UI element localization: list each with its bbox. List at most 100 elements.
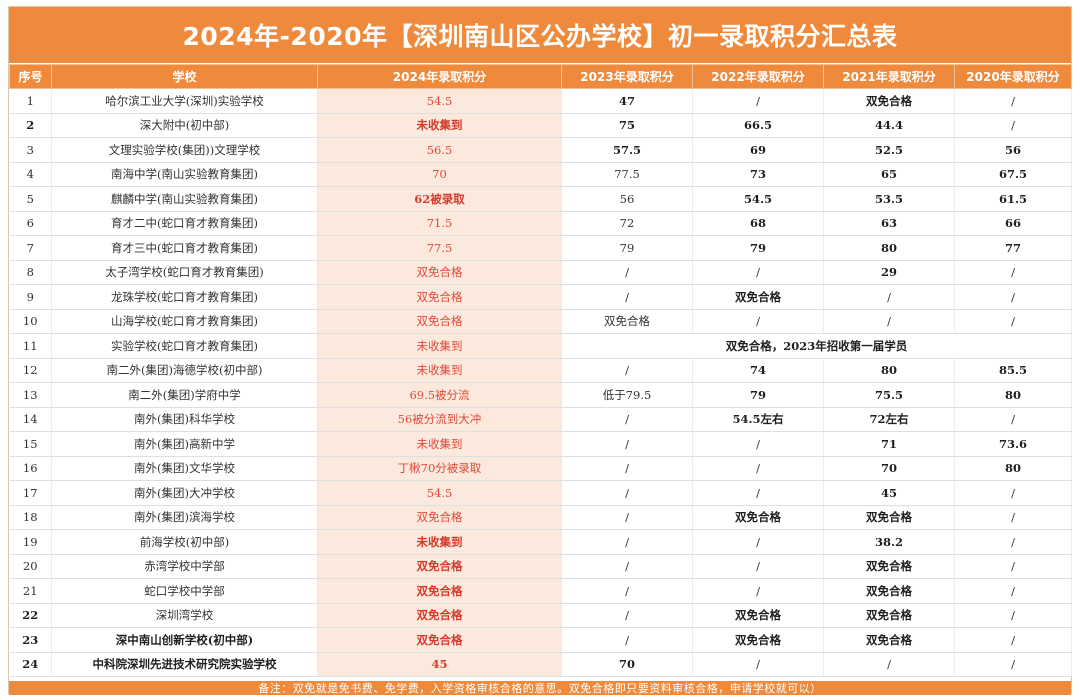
cell-school: 中科院深圳先进技术研究院实验学校 [51,652,318,677]
cell-2023: / [561,260,693,285]
cell-2022: 双免合格 [692,284,824,310]
cell-2022: 54.5左右 [692,407,824,432]
cell-school: 文理实验学校(集团))文理学校 [51,137,318,163]
cell-2022: 双免合格 [692,603,824,628]
cell-2024: 70 [317,162,562,187]
cell-2023: / [561,529,693,555]
cell-school: 育才二中(蛇口育才教育集团) [51,211,318,236]
cell-2020: / [954,554,1072,579]
cell-school: 南外(集团)文华学校 [51,456,318,481]
cell-2021: 44.4 [823,113,955,138]
cell-2023: / [561,627,693,653]
cell-school: 深大附中(初中部) [51,113,318,138]
cell-2020: 77 [954,235,1072,261]
cell-2021: 72左右 [823,407,955,432]
cell-2020: / [954,578,1072,604]
cell-2021: 29 [823,260,955,285]
cell-2021: / [823,309,955,334]
cell-2023: 57.5 [561,137,693,163]
cell-school: 南二外(集团)学府中学 [51,382,318,408]
page-title: 2024年-2020年【深圳南山区公办学校】初一录取积分汇总表 [182,22,898,51]
col-header-2021: 2021年录取积分 [823,64,955,89]
cell-2023: / [561,456,693,481]
cell-2020: / [954,260,1072,285]
cell-2020: / [954,627,1072,653]
cell-2021: 双免合格 [823,627,955,653]
cell-2022: 双免合格 [692,505,824,530]
cell-2022: / [692,456,824,481]
table-row: 4 南海中学(南山实验教育集团) 70 77.5 73 65 67.5 [9,162,1072,187]
cell-no: 20 [9,554,52,579]
cell-no: 14 [9,407,52,432]
cell-school: 哈尔滨工业大学(深圳)实验学校 [51,88,318,114]
cell-2022: / [692,529,824,555]
cell-2021: 70 [823,456,955,481]
table-row: 17 南外(集团)大冲学校 54.5//45/ [9,480,1072,506]
cell-2024: 双免合格 [317,554,562,579]
cell-no: 21 [9,578,52,604]
cell-2020: / [954,529,1072,555]
cell-2020: 61.5 [954,186,1072,212]
cell-2022: / [692,260,824,285]
cell-2022: / [692,554,824,579]
cell-2023: 79 [561,235,693,261]
cell-2022: 双免合格 [692,627,824,653]
cell-2024: 54.5 [317,88,562,114]
cell-2022: 74 [692,358,824,383]
cell-2023: / [561,578,693,604]
col-header-2020: 2020年录取积分 [954,64,1072,89]
cell-2020: 85.5 [954,358,1072,383]
cell-2023: 75 [561,113,693,138]
cell-no: 16 [9,456,52,481]
table-row: 7 育才三中(蛇口育才教育集团) 77.5 79 79 80 77 [9,235,1072,261]
cell-2022: 73 [692,162,824,187]
cell-2020: / [954,407,1072,432]
cell-2020: / [954,505,1072,530]
cell-2023: 72 [561,211,693,236]
cell-2024: 双免合格 [317,284,562,310]
cell-2024: 双免合格 [317,309,562,334]
cell-school: 深圳湾学校 [51,603,318,628]
table-row: 22 深圳湾学校 双免合格 / 双免合格 双免合格 / [9,603,1072,628]
cell-2020: / [954,480,1072,506]
cell-2024: 56被分流到大冲 [317,407,562,432]
cell-2021: 80 [823,235,955,261]
cell-2022: 68 [692,211,824,236]
cell-2024: 未收集到 [317,529,562,555]
cell-2021: / [823,284,955,310]
cell-2023: / [561,480,693,506]
cell-school: 蛇口学校中学部 [51,578,318,604]
cell-2023: / [561,358,693,383]
table-row: 14 南外(集团)科华学校 56被分流到大冲/54.5左右 72左右 / [9,407,1072,432]
footer-note: 备注：双免就是免书费、免学费，入学资格审核合格的意思。双免合格即只要资料审核合格… [9,681,1071,695]
table-row: 16 南外(集团)文华学校 丁楸70分被录取 //70 80 [9,456,1072,481]
cell-no: 1 [9,88,52,114]
cell-2024: 69.5被分流 [317,382,562,408]
table-row: 9 龙珠学校(蛇口育才教育集团) 双免合格 / 双免合格 / / [9,284,1072,310]
cell-2023: / [561,284,693,310]
cell-2023: / [561,603,693,628]
cell-2021: 双免合格 [823,505,955,530]
cell-2022: / [692,578,824,604]
col-header-school: 学校 [51,64,318,89]
cell-2020: / [954,603,1072,628]
cell-2023: / [561,505,693,530]
cell-2024: 未收集到 [317,333,562,359]
cell-2024: 双免合格 [317,505,562,530]
score-sheet: 2024年-2020年【深圳南山区公办学校】初一录取积分汇总表 序号 学校 20… [8,6,1072,695]
cell-no: 10 [9,309,52,334]
cell-2024: 未收集到 [317,358,562,383]
cell-no: 9 [9,284,52,310]
cell-2023: / [561,431,693,457]
cell-2020: / [954,652,1072,677]
cell-school: 山海学校(蛇口育才教育集团) [51,309,318,334]
table-row: 5 麒麟中学(南山实验教育集团) 62被录取 56 54.5 53.5 61.5 [9,186,1072,212]
cell-school: 南外(集团)大冲学校 [51,480,318,506]
cell-school: 南外(集团)滨海学校 [51,505,318,530]
cell-2022: / [692,88,824,114]
cell-school: 深中南山创新学校(初中部) [51,627,318,653]
cell-2023: 70 [561,652,693,677]
cell-2020: 66 [954,211,1072,236]
cell-no: 18 [9,505,52,530]
cell-no: 6 [9,211,52,236]
